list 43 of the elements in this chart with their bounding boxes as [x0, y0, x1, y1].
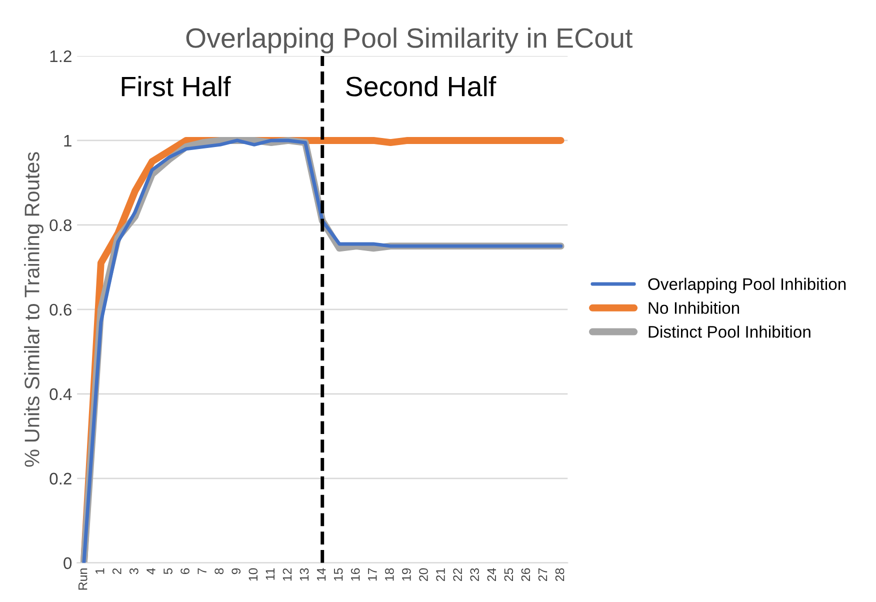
x-tick-label: 6 — [180, 568, 190, 574]
y-axis-title: % Units Similar to Training Routes — [24, 152, 44, 467]
y-tick-label: 0.6 — [50, 304, 72, 316]
y-tick-label: 1 — [64, 135, 72, 147]
x-tick-label: 25 — [504, 568, 514, 582]
x-tick-label: 19 — [402, 568, 411, 581]
chart-title: Overlapping Pool Similarity in ECout — [186, 28, 633, 54]
x-tick-label: 28 — [555, 568, 564, 582]
x-tick-label: 21 — [436, 568, 445, 582]
y-tick-label: 1.2 — [50, 50, 72, 62]
x-tick-label: 11 — [266, 568, 274, 580]
x-tick-label: 9 — [232, 568, 241, 574]
x-tick-label: 13 — [300, 568, 309, 581]
x-tick-label: 16 — [350, 568, 360, 581]
y-tick-label: 0.4 — [50, 388, 72, 400]
x-tick-label: 20 — [419, 568, 428, 582]
x-tick-label: 4 — [146, 568, 156, 574]
legend-label: Distinct Pool Inhibition — [648, 326, 810, 338]
legend-label: Overlapping Pool Inhibition — [648, 278, 846, 294]
x-tick-label: 3 — [130, 568, 138, 574]
legend-label: No Inhibition — [648, 302, 740, 314]
x-tick-label: 22 — [453, 568, 462, 582]
x-tick-label: 2 — [112, 568, 122, 574]
x-tick-label: 14 — [317, 568, 326, 581]
x-tick-label: 15 — [334, 568, 343, 581]
x-tick-label: 26 — [521, 568, 530, 582]
annotation: Second Half — [346, 76, 496, 96]
x-tick-label: 17 — [368, 568, 377, 581]
x-tick-label: 8 — [214, 568, 224, 574]
y-tick-label: 0 — [64, 557, 72, 570]
x-tick-label: 12 — [282, 568, 292, 581]
x-tick-label: 24 — [487, 568, 496, 582]
x-tick-label: 23 — [470, 568, 480, 582]
x-tick-label: 7 — [198, 568, 206, 574]
x-tick-label: Run — [78, 568, 88, 590]
y-tick-label: 0.2 — [50, 472, 72, 485]
x-tick-label: 1 — [96, 568, 104, 574]
x-tick-label: 18 — [385, 568, 394, 581]
x-tick-label: 10 — [248, 568, 258, 581]
y-tick-label: 0.8 — [50, 219, 72, 232]
x-tick-label: 5 — [164, 568, 172, 574]
x-tick-label: 27 — [538, 568, 548, 582]
annotation: First Half — [122, 76, 231, 96]
